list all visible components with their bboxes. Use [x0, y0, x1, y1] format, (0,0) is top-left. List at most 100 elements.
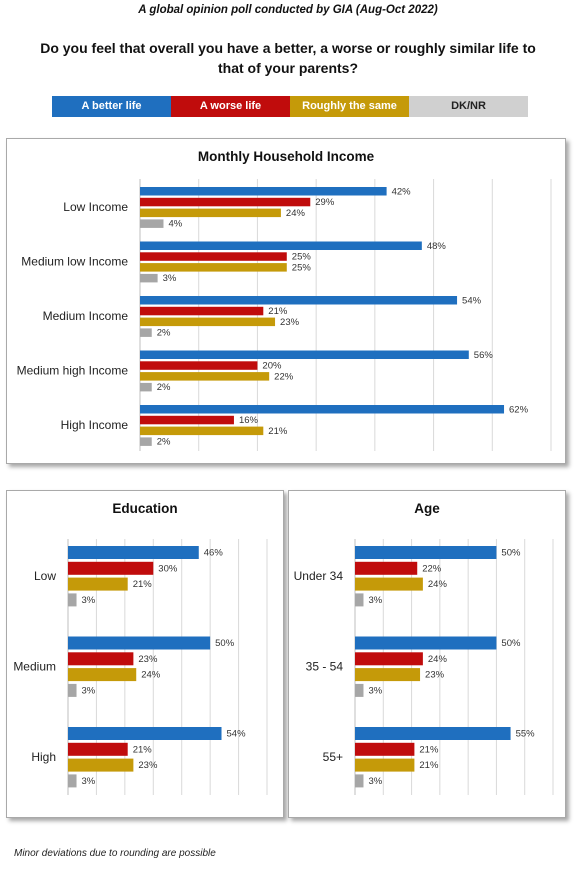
- bar-dk-nr-high-income: [140, 437, 152, 446]
- data-label: 62%: [509, 404, 529, 415]
- bar-roughly-the-same-medium: [68, 668, 137, 682]
- bar-a-better-life-55: [355, 727, 511, 740]
- bar-a-better-life-medium-income: [140, 296, 458, 305]
- data-label: 46%: [204, 548, 224, 559]
- bar-a-worse-life-low-income: [140, 197, 311, 207]
- data-label: 56%: [474, 350, 494, 361]
- bar-a-worse-life-medium-high-income: [140, 361, 258, 370]
- data-label: 25%: [292, 262, 312, 273]
- bar-roughly-the-same-medium-high-income: [140, 372, 270, 381]
- bar-a-better-life-under-34: [355, 546, 497, 559]
- legend-item-same: Roughly the same: [290, 96, 409, 117]
- bar-roughly-the-same-medium-income: [140, 317, 276, 327]
- data-label: 16%: [239, 415, 259, 426]
- category-label-high: High: [31, 750, 56, 764]
- category-label-medium: Medium: [13, 659, 56, 673]
- data-label: 24%: [286, 208, 306, 219]
- legend-item-dknr: DK/NR: [409, 96, 528, 117]
- data-label: 22%: [422, 563, 442, 574]
- bar-a-worse-life-35-54: [355, 652, 423, 666]
- bar-roughly-the-same-high: [68, 758, 134, 772]
- data-label: 3%: [82, 595, 96, 606]
- bar-a-worse-life-high-income: [140, 415, 234, 425]
- data-label: 21%: [133, 744, 153, 755]
- age-chart-panel: Age Under 34 50% 22% 24% 3% 35 - 54 50% 24% 23% 3%…: [288, 490, 566, 818]
- bar-dk-nr-55: [355, 774, 364, 788]
- bar-a-better-life-35-54: [355, 636, 497, 650]
- data-label: 21%: [419, 744, 439, 755]
- data-label: 2%: [157, 382, 171, 393]
- bar-a-better-life-medium-low-income: [140, 241, 422, 250]
- chart-title: Education: [112, 501, 177, 516]
- data-label: 23%: [425, 670, 445, 681]
- bar-a-worse-life-medium: [68, 652, 134, 666]
- data-label: 3%: [368, 776, 382, 787]
- data-label: 23%: [138, 654, 158, 665]
- category-label-low-income: Low Income: [63, 200, 128, 214]
- bar-dk-nr-under-34: [355, 593, 364, 607]
- data-label: 30%: [158, 563, 178, 574]
- data-label: 24%: [141, 670, 161, 681]
- footnote: Minor deviations due to rounding are pos…: [14, 848, 216, 859]
- bar-a-better-life-high-income: [140, 405, 505, 414]
- data-label: 21%: [268, 306, 288, 317]
- income-chart-panel: Monthly Household Income Low Income 42% 29%…: [6, 138, 566, 464]
- bar-a-worse-life-high: [68, 742, 128, 756]
- bar-roughly-the-same-high-income: [140, 426, 264, 436]
- data-label: 50%: [501, 638, 521, 649]
- bar-a-better-life-medium: [68, 636, 211, 650]
- bar-roughly-the-same-medium-low-income: [140, 263, 287, 272]
- bar-a-better-life-high: [68, 727, 222, 740]
- data-label: 25%: [292, 252, 312, 263]
- bar-dk-nr-low-income: [140, 219, 164, 228]
- income-chart: Monthly Household Income Low Income 42% 29%…: [17, 149, 552, 451]
- bar-a-worse-life-low: [68, 561, 154, 575]
- bar-a-worse-life-55: [355, 742, 415, 756]
- category-label-medium-high-income: Medium high Income: [17, 363, 129, 377]
- age-chart: Age Under 34 50% 22% 24% 3% 35 - 54 50% 24% 23% 3%…: [294, 501, 554, 795]
- data-label: 2%: [157, 437, 171, 448]
- legend: A better life A worse life Roughly the s…: [52, 96, 528, 117]
- data-label: 42%: [392, 186, 412, 197]
- category-label-medium-low-income: Medium low Income: [21, 254, 128, 268]
- data-label: 21%: [133, 579, 153, 590]
- data-label: 3%: [82, 685, 96, 696]
- data-label: 2%: [157, 328, 171, 339]
- chart-title: Monthly Household Income: [198, 149, 375, 164]
- data-label: 50%: [501, 548, 521, 559]
- bar-a-better-life-low-income: [140, 187, 387, 196]
- bar-roughly-the-same-under-34: [355, 577, 423, 591]
- bar-a-worse-life-medium-income: [140, 306, 264, 316]
- bar-a-worse-life-under-34: [355, 561, 418, 575]
- data-label: 3%: [368, 685, 382, 696]
- data-label: 54%: [462, 295, 482, 306]
- data-label: 55%: [516, 729, 536, 740]
- bar-a-better-life-medium-high-income: [140, 350, 469, 359]
- bar-roughly-the-same-low: [68, 577, 128, 591]
- legend-item-worse: A worse life: [171, 96, 290, 117]
- category-label-35-54: 35 - 54: [306, 659, 344, 673]
- education-chart: Education Low 46% 30% 21% 3% Medium 50% 23% 24% 3%…: [13, 501, 268, 795]
- bar-dk-nr-high: [68, 774, 77, 788]
- bar-roughly-the-same-low-income: [140, 208, 281, 218]
- data-label: 4%: [168, 219, 182, 230]
- data-label: 3%: [82, 776, 96, 787]
- bar-dk-nr-medium: [68, 683, 77, 697]
- data-label: 24%: [428, 654, 448, 665]
- data-label: 48%: [427, 241, 447, 252]
- bar-dk-nr-medium-low-income: [140, 273, 158, 283]
- bar-roughly-the-same-35-54: [355, 668, 421, 682]
- bar-dk-nr-medium-income: [140, 328, 152, 337]
- category-label-high-income: High Income: [61, 418, 129, 432]
- education-chart-panel: Education Low 46% 30% 21% 3% Medium 50% 23% 24% 3%…: [6, 490, 284, 818]
- data-label: 29%: [315, 197, 335, 208]
- category-label-medium-income: Medium Income: [43, 309, 129, 323]
- data-label: 20%: [262, 361, 282, 372]
- data-label: 54%: [227, 729, 247, 740]
- bar-dk-nr-35-54: [355, 683, 364, 697]
- data-label: 22%: [274, 371, 294, 382]
- chart-title: Age: [414, 501, 440, 516]
- category-label-low: Low: [34, 569, 56, 583]
- data-label: 3%: [163, 273, 177, 284]
- data-label: 23%: [280, 317, 300, 328]
